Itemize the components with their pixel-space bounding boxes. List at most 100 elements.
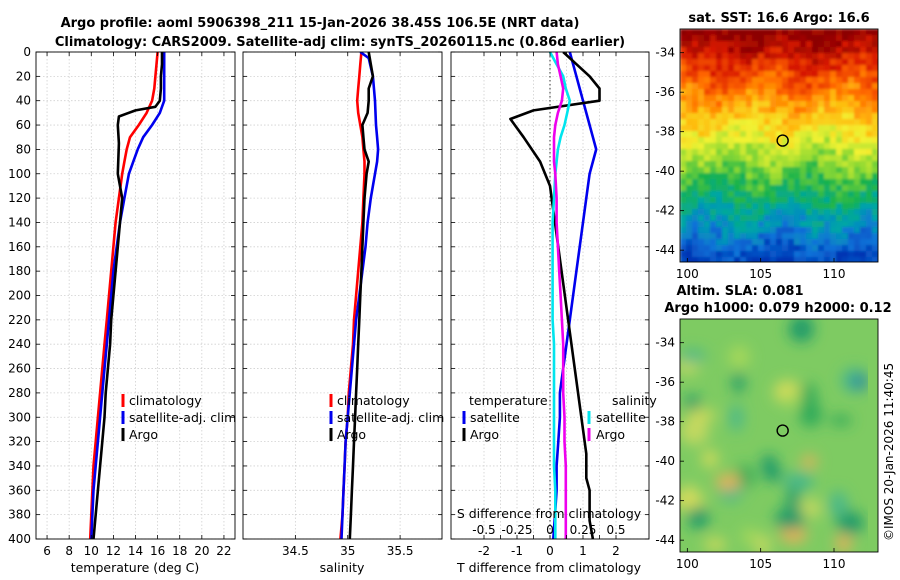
sst-cell (866, 221, 873, 228)
sst-cell (770, 113, 777, 120)
sst-cell (866, 197, 873, 204)
sst-cell (710, 155, 717, 162)
sst-cell (818, 179, 825, 186)
sst-cell (818, 29, 825, 36)
sst-cell (806, 197, 813, 204)
sst-cell (806, 233, 813, 240)
sst-cell (842, 71, 849, 78)
sst-cell (848, 239, 855, 246)
salinity-panel: 34.5 35 35.5 salinity climatology satellit… (242, 51, 444, 575)
sst-cell (776, 215, 783, 222)
sst-cell (746, 107, 753, 114)
sst-cell (788, 185, 795, 192)
sst-cell (704, 35, 711, 42)
sst-cell (794, 119, 801, 126)
sst-cell (866, 173, 873, 180)
sst-cell (794, 77, 801, 84)
sst-cell (806, 53, 813, 60)
series-line-argo (348, 52, 375, 539)
sst-cell (722, 83, 729, 90)
sst-cell (680, 227, 687, 234)
sst-cell (680, 203, 687, 210)
sst-cell (872, 215, 878, 222)
sst-cell (854, 59, 861, 66)
sst-cell (704, 137, 711, 144)
sst-cell (764, 83, 771, 90)
sst-cell (848, 191, 855, 198)
sst-cell (842, 53, 849, 60)
sst-cell (788, 233, 795, 240)
sst-cell (728, 59, 735, 66)
sst-cell (698, 29, 705, 36)
sst-cell (758, 47, 765, 54)
sst-cell (788, 263, 795, 270)
sst-cell (824, 149, 831, 156)
sla-blob (799, 498, 822, 519)
sst-cell (686, 65, 693, 72)
sst-cell (734, 53, 741, 60)
sst-cell (776, 263, 783, 270)
sst-cell (686, 143, 693, 150)
sst-cell (770, 173, 777, 180)
sst-cell (860, 215, 867, 222)
x-tick-label: 10 (84, 544, 99, 558)
y-tick-label: 0 (23, 45, 31, 59)
sst-cell (680, 233, 687, 240)
sst-cell (680, 167, 687, 174)
sst-cell (692, 143, 699, 150)
sst-cell (872, 143, 878, 150)
sst-cell (842, 221, 849, 228)
sst-cell (734, 257, 741, 262)
sst-cell (806, 59, 813, 66)
sst-cell (848, 173, 855, 180)
sst-cell (878, 161, 885, 168)
sst-cell (836, 125, 843, 132)
sst-cell (842, 239, 849, 246)
sst-cell (872, 131, 878, 138)
sst-cell (866, 149, 873, 156)
sst-cell (782, 245, 789, 252)
sst-cell (812, 203, 819, 210)
sst-cell (686, 197, 693, 204)
sst-cell (746, 173, 753, 180)
series-line-argo (92, 52, 164, 539)
sst-cell (836, 83, 843, 90)
sst-cell (740, 245, 747, 252)
sst-field (680, 29, 885, 270)
sst-cell (800, 191, 807, 198)
sst-cell (782, 203, 789, 210)
sst-cell (692, 65, 699, 72)
sst-cell (854, 203, 861, 210)
sst-cell (830, 161, 837, 168)
sst-cell (740, 185, 747, 192)
x-tick-label: 0 (546, 544, 554, 558)
sst-cell (818, 101, 825, 108)
sst-cell (794, 215, 801, 222)
sst-cell (698, 71, 705, 78)
sst-cell (806, 35, 813, 42)
sst-cell (728, 137, 735, 144)
sst-cell (842, 125, 849, 132)
sst-cell (872, 35, 878, 42)
y-tick-label: 200 (8, 289, 31, 303)
sst-cell (692, 101, 699, 108)
sst-cell (746, 167, 753, 174)
sst-cell (692, 167, 699, 174)
sst-cell (878, 29, 885, 36)
sst-cell (788, 149, 795, 156)
sst-cell (836, 47, 843, 54)
sst-cell (830, 83, 837, 90)
sst-cell (728, 77, 735, 84)
sst-cell (818, 71, 825, 78)
sst-cell (686, 35, 693, 42)
sst-cell (746, 209, 753, 216)
sst-cell (836, 149, 843, 156)
imos-footer: ©IMOS 20-Jan-2026 11:40:45 (882, 363, 896, 541)
sst-cell (716, 107, 723, 114)
sst-cell (776, 95, 783, 102)
sst-cell (764, 209, 771, 216)
sst-cell (740, 65, 747, 72)
sst-cell (842, 185, 849, 192)
sst-cell (782, 155, 789, 162)
x-tick-label: 100 (676, 267, 699, 281)
